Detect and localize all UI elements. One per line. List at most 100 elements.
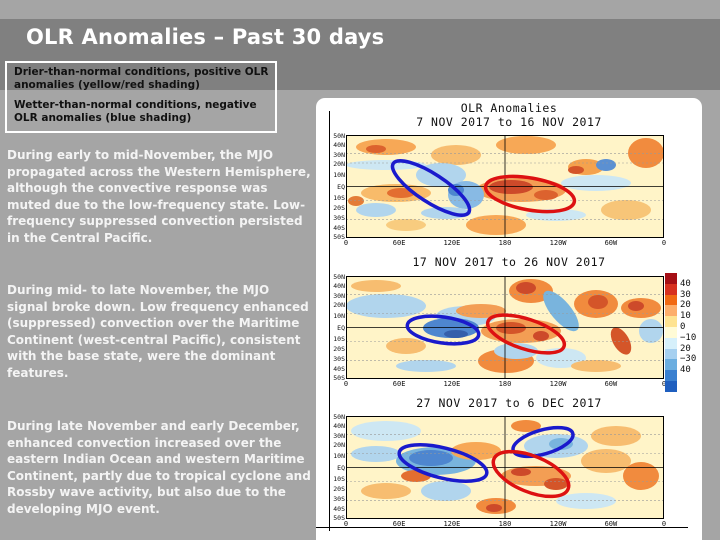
colorbar-segment [665, 337, 677, 349]
colorbar-segment [665, 326, 677, 338]
lat-label: 30N [333, 291, 345, 300]
lon-label: 60W [604, 520, 618, 528]
lon-label: 60E [392, 520, 406, 528]
colorbar-label: 0 [680, 322, 686, 332]
lat-label: 30S [333, 214, 345, 223]
lat-label: 20N [333, 159, 345, 168]
legend-dry: Drier-than-normal conditions, positive O… [14, 66, 269, 91]
lon-label: 120E [443, 520, 461, 528]
enhanced-convection-ellipse [390, 159, 472, 217]
lat-label: 50N [333, 273, 345, 282]
top-strip [0, 0, 720, 19]
colorbar-label: 20 [680, 343, 691, 354]
lat-label: 30N [333, 150, 345, 159]
map-2-period: 17 NOV 2017 to 26 NOV 2017 [412, 255, 606, 269]
colorbar-segment [665, 380, 677, 392]
colorbar-labels: 40 30 20 10 0 −10 20 −30 40 [680, 273, 704, 381]
lat-label: 50S [333, 373, 345, 382]
olr-colorbar [665, 273, 677, 392]
lat-label: EQ [337, 323, 345, 332]
map-1-period: 7 NOV 2017 to 16 NOV 2017 [416, 115, 602, 129]
lon-label: 180 [498, 239, 512, 247]
lat-label: 50N [333, 132, 345, 141]
lon-label: 120E [443, 239, 461, 247]
legend-wet: Wetter-than-normal conditions, negative … [14, 99, 257, 124]
lat-label: 50S [333, 232, 345, 241]
colorbar-segment [665, 305, 677, 317]
lon-label: 0 [661, 520, 667, 528]
lat-label: 20N [333, 440, 345, 449]
colorbar-label: 40 [680, 365, 691, 376]
olr-figure-panel: OLR Anomalies 7 NOV 2017 to 16 NOV 2017 … [316, 98, 702, 540]
colorbar-label: 30 [680, 289, 691, 300]
panel-axis-line [329, 111, 330, 531]
olr-map-3: 50N 40N 30N 20N 10N EQ 10S 20S 30S 40S 5… [333, 413, 666, 528]
lat-label: 20S [333, 204, 345, 213]
lat-label: 10S [333, 193, 345, 202]
colorbar-segment [665, 359, 677, 371]
lat-label: 40N [333, 422, 345, 431]
colorbar-segment [665, 283, 677, 295]
lon-label: 0 [343, 239, 349, 247]
lon-label: 120W [549, 239, 567, 247]
lon-label: 60W [604, 239, 618, 247]
lon-label: 60E [392, 380, 406, 388]
page-title: OLR Anomalies – Past 30 days [26, 25, 385, 49]
olr-map-2-image [346, 276, 664, 379]
lat-label: 30N [333, 431, 345, 440]
lat-label: EQ [337, 182, 345, 191]
lon-label: 120E [443, 380, 461, 388]
header-band [0, 19, 720, 90]
lat-axis-labels: 50N 40N 30N 20N 10N EQ 10S 20S 30S 40S 5… [327, 132, 345, 241]
lat-axis-labels: 50N 40N 30N 20N 10N EQ 10S 20S 30S 40S 5… [327, 273, 345, 382]
lat-label: 10S [333, 474, 345, 483]
lon-axis-labels: 0 60E 120E 180 120W 60W 0 [343, 520, 667, 530]
olr-map-1: 50N 40N 30N 20N 10N EQ 10S 20S 30S 40S 5… [333, 132, 666, 247]
lat-label: 40S [333, 223, 345, 232]
lat-axis-labels: 50N 40N 30N 20N 10N EQ 10S 20S 30S 40S 5… [327, 413, 345, 522]
olr-map-2: 50N 40N 30N 20N 10N EQ 10S 20S 30S 40S 5… [333, 273, 666, 388]
lat-label: 40S [333, 364, 345, 373]
lat-label: 40S [333, 504, 345, 513]
panel-bottom-line [316, 527, 688, 528]
suppressed-convection-ellipse [491, 449, 571, 499]
lat-label: 40N [333, 282, 345, 291]
colorbar-segment [665, 370, 677, 381]
colorbar-label: −10 [680, 332, 697, 343]
lat-label: 20S [333, 345, 345, 354]
lat-label: 30S [333, 355, 345, 364]
lat-label: EQ [337, 463, 345, 472]
lon-label: 60W [604, 380, 618, 388]
colorbar-label: −30 [680, 354, 697, 365]
lon-label: 180 [498, 380, 512, 388]
lon-axis-labels: 0 60E 120E 180 120W 60W 0 [343, 380, 667, 390]
lat-label: 30S [333, 495, 345, 504]
colorbar-segment [665, 348, 677, 360]
lon-axis-labels: 0 60E 120E 180 120W 60W 0 [343, 239, 666, 249]
lon-label: 120W [549, 380, 567, 388]
colorbar-label: 40 [680, 278, 691, 289]
lon-label: 180 [498, 520, 512, 528]
lat-label: 20S [333, 485, 345, 494]
lon-label: 0 [343, 520, 349, 528]
lat-label: 10S [333, 334, 345, 343]
colorbar-segment [665, 294, 677, 306]
lon-label: 0 [661, 380, 667, 388]
colorbar-label: 10 [680, 311, 691, 322]
summary-paragraph-2: During mid- to late November, the MJO si… [7, 283, 309, 380]
lat-label: 20N [333, 300, 345, 309]
summary-paragraph-1: During early to mid-November, the MJO pr… [7, 148, 311, 245]
lat-label: 10N [333, 452, 345, 461]
enhanced-convection-ellipse [405, 314, 481, 346]
colorbar-segment [665, 273, 677, 284]
summary-paragraph-3: During late November and early December,… [7, 419, 311, 516]
colorbar-label: 20 [680, 300, 691, 311]
lat-label: 10N [333, 312, 345, 321]
suppressed-convection-ellipse [485, 313, 567, 355]
suppressed-convection-ellipse [483, 174, 577, 214]
colorbar-segment [665, 316, 677, 327]
olr-map-3-image [346, 416, 664, 519]
lon-label: 0 [343, 380, 349, 388]
lat-label: 50S [333, 513, 345, 522]
enhanced-convection-ellipse-west [397, 443, 489, 483]
